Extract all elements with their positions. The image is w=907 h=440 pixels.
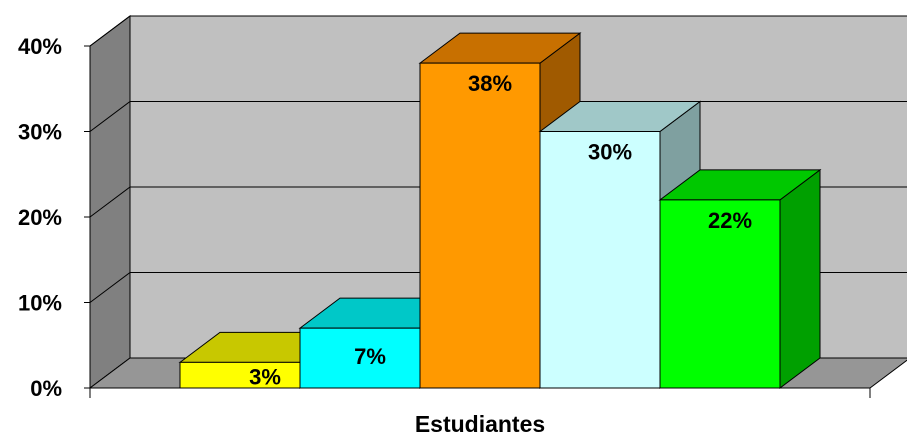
gridline-side: [89, 272, 131, 303]
data-label: 3%: [249, 364, 281, 389]
data-label: 7%: [354, 344, 386, 369]
y-tick-label: 20%: [18, 205, 62, 230]
bar-front: [299, 327, 421, 389]
data-label: 30%: [588, 140, 632, 165]
x-axis-label: Estudiantes: [415, 411, 545, 437]
bar-5: [658, 168, 822, 389]
data-label: 38%: [468, 71, 512, 96]
gridline-side: [89, 15, 131, 47]
gridline-side: [89, 101, 131, 132]
bars: [178, 32, 822, 389]
bar-side: [779, 168, 821, 389]
y-tick-label: 0%: [30, 376, 62, 401]
bar-front: [659, 199, 781, 389]
y-tick-label: 10%: [18, 291, 62, 316]
data-labels: 3% 7% 38% 30% 22%: [249, 71, 752, 389]
data-label: 22%: [708, 208, 752, 233]
bar-front: [539, 131, 661, 389]
gridline-side: [89, 186, 131, 218]
y-tick-label: 30%: [18, 120, 62, 145]
y-tick-label: 40%: [18, 34, 62, 59]
bar-front: [419, 62, 541, 389]
y-axis-ticks: 0% 10% 20% 30% 40%: [18, 34, 871, 401]
bar-front: [179, 361, 301, 389]
